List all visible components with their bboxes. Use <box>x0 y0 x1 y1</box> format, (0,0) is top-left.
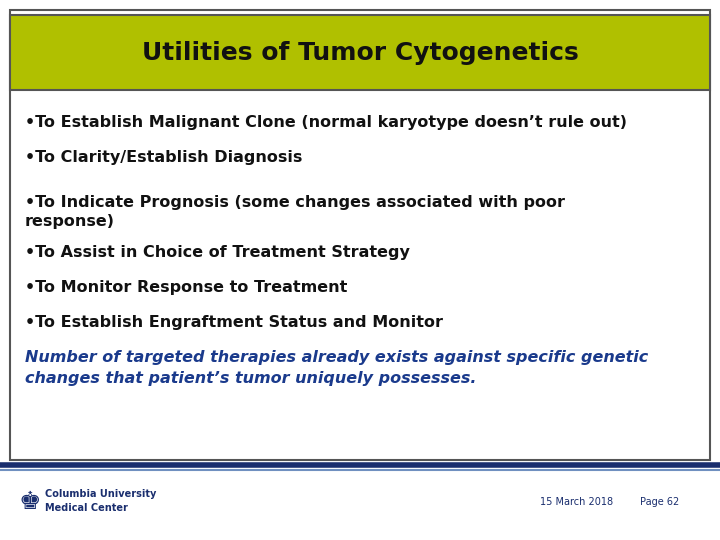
Text: 15 March 2018: 15 March 2018 <box>540 497 613 507</box>
Text: •To Clarity/Establish Diagnosis: •To Clarity/Establish Diagnosis <box>25 150 302 165</box>
Text: •To Indicate Prognosis (some changes associated with poor
response): •To Indicate Prognosis (some changes ass… <box>25 195 565 229</box>
Text: •To Monitor Response to Treatment: •To Monitor Response to Treatment <box>25 280 347 295</box>
Text: Medical Center: Medical Center <box>45 503 128 513</box>
Bar <box>10 15 710 90</box>
Text: Columbia University: Columbia University <box>45 489 156 499</box>
Text: ♚: ♚ <box>19 490 41 514</box>
Text: •To Assist in Choice of Treatment Strategy: •To Assist in Choice of Treatment Strate… <box>25 245 410 260</box>
Text: Utilities of Tumor Cytogenetics: Utilities of Tumor Cytogenetics <box>142 41 578 65</box>
Text: Number of targeted therapies already exists against specific genetic
changes tha: Number of targeted therapies already exi… <box>25 350 648 386</box>
Bar <box>10 10 710 460</box>
Text: •To Establish Engraftment Status and Monitor: •To Establish Engraftment Status and Mon… <box>25 315 443 330</box>
Text: Page 62: Page 62 <box>640 497 679 507</box>
Text: •To Establish Malignant Clone (normal karyotype doesn’t rule out): •To Establish Malignant Clone (normal ka… <box>25 115 627 130</box>
